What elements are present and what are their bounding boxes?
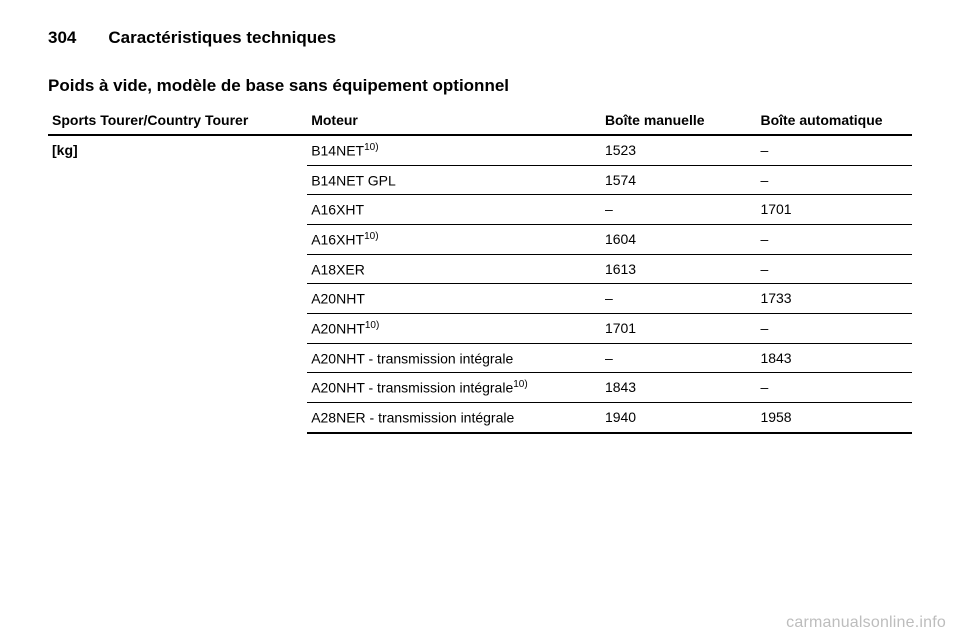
engine-cell: A20NHT [307,284,601,314]
auto-cell: 1733 [756,284,912,314]
engine-cell: A16XHT [307,195,601,225]
auto-cell: – [756,135,912,165]
engine-cell: A18XER [307,254,601,284]
engine-name: A16XHT [311,232,364,248]
manual-cell: 1940 [601,402,757,432]
col-manual: Boîte manuelle [601,106,757,135]
engine-name: A20NHT [311,291,365,307]
auto-cell: – [756,224,912,254]
table-header-row: Sports Tourer/Country Tourer Moteur Boît… [48,106,912,135]
footnote-ref: 10) [364,142,378,153]
engine-name: A20NHT - transmission intégrale [311,350,513,366]
manual-cell: 1523 [601,135,757,165]
engine-name: A20NHT - transmission intégrale [311,380,513,396]
page-number: 304 [48,28,76,48]
manual-cell: 1843 [601,373,757,403]
footnote-ref: 10) [365,320,379,331]
table-row: [kg] B14NET10) 1523 – [48,135,912,165]
col-engine: Moteur [307,106,601,135]
footnote-ref: 10) [513,379,527,390]
chapter-title: Caractéristiques techniques [108,28,336,48]
engine-name: B14NET [311,143,364,159]
engine-cell: A20NHT10) [307,313,601,343]
engine-name: A16XHT [311,202,364,218]
engine-name: A28NER - transmission intégrale [311,410,514,426]
engine-name: A18XER [311,261,365,277]
engine-cell: A20NHT - transmission intégrale [307,343,601,373]
auto-cell: 1958 [756,402,912,432]
footnote-ref: 10) [364,231,378,242]
manual-cell: – [601,284,757,314]
manual-cell: – [601,343,757,373]
manual-page: 304 Caractéristiques techniques Poids à … [0,0,960,434]
engine-cell: A20NHT - transmission intégrale10) [307,373,601,403]
engine-cell: A28NER - transmission intégrale [307,402,601,432]
engine-name: A20NHT [311,321,365,337]
manual-cell: 1613 [601,254,757,284]
engine-cell: B14NET GPL [307,165,601,195]
engine-cell: B14NET10) [307,135,601,165]
engine-name: B14NET GPL [311,172,396,188]
auto-cell: – [756,254,912,284]
auto-cell: – [756,313,912,343]
watermark: carmanualsonline.info [786,614,946,632]
weight-table: Sports Tourer/Country Tourer Moteur Boît… [48,106,912,434]
auto-cell: 1843 [756,343,912,373]
manual-cell: 1701 [601,313,757,343]
unit-cell: [kg] [48,135,307,433]
manual-cell: – [601,195,757,225]
engine-cell: A16XHT10) [307,224,601,254]
auto-cell: – [756,373,912,403]
auto-cell: – [756,165,912,195]
auto-cell: 1701 [756,195,912,225]
col-vehicle: Sports Tourer/Country Tourer [48,106,307,135]
col-auto: Boîte automatique [756,106,912,135]
unit-label: [kg] [52,142,78,158]
page-header: 304 Caractéristiques techniques [48,28,912,48]
table-body: [kg] B14NET10) 1523 – B14NET GPL 1574 – … [48,135,912,433]
manual-cell: 1574 [601,165,757,195]
section-subtitle: Poids à vide, modèle de base sans équipe… [48,76,912,96]
manual-cell: 1604 [601,224,757,254]
